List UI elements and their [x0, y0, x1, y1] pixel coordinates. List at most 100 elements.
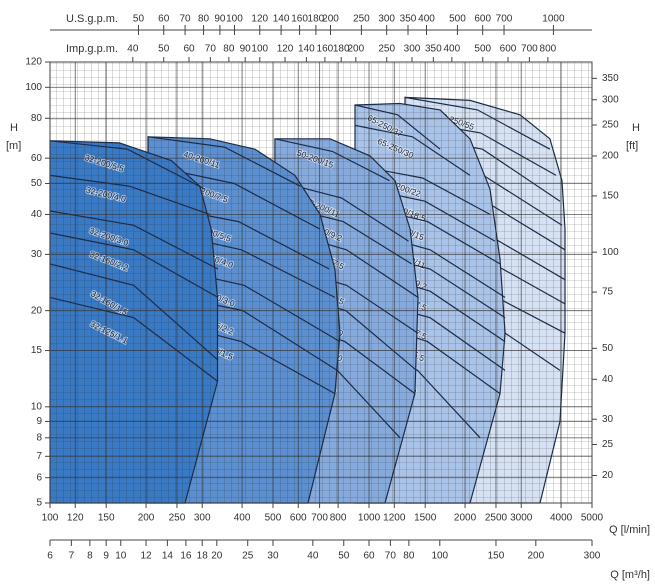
- x2-tick-label: 18: [197, 551, 209, 562]
- x2-tick-label: 12: [140, 551, 152, 562]
- x-tick-label: 4000: [550, 513, 573, 524]
- y-tick-label: 6: [36, 472, 42, 483]
- y2-tick-label: 50: [602, 343, 614, 354]
- x3-tick-label: 200: [322, 14, 339, 25]
- x2-tick-label: 100: [431, 551, 448, 562]
- x2-tick-label: 14: [162, 551, 174, 562]
- x3-tick-label: 180: [308, 14, 325, 25]
- y2-tick-label: 75: [602, 287, 614, 298]
- y2-unit: [ft]: [626, 140, 638, 152]
- y2-tick-label: 150: [602, 191, 619, 202]
- y-tick-label: 7: [36, 451, 42, 462]
- y-tick-label: 9: [36, 416, 42, 427]
- x3-tick-label: 400: [418, 14, 435, 25]
- x2-tick-label: 20: [211, 551, 223, 562]
- y-tick-label: 100: [25, 82, 42, 93]
- x-tick-label: 1200: [383, 513, 406, 524]
- x4-tick-label: 180: [333, 44, 350, 55]
- x3-tick-label: 70: [180, 14, 192, 25]
- y2-tick-label: 200: [602, 151, 619, 162]
- x-tick-label: 250: [169, 513, 186, 524]
- y-tick-label: 50: [31, 178, 43, 189]
- x3-tick-label: 50: [133, 14, 145, 25]
- x2-tick-label: 9: [103, 551, 109, 562]
- x2-tick-label: 80: [403, 551, 415, 562]
- x-tick-label: 150: [98, 513, 115, 524]
- x4-tick-label: 160: [317, 44, 334, 55]
- x2-tick-label: 300: [584, 551, 601, 562]
- x2-tick-label: 150: [488, 551, 505, 562]
- x2-tick-label: 60: [363, 551, 375, 562]
- y-unit: [m]: [6, 140, 21, 152]
- x-tick-label: 100: [42, 513, 59, 524]
- x4-tick-label: 250: [378, 44, 395, 55]
- x-tick-label: 120: [67, 513, 84, 524]
- x2-tick-label: 6: [47, 551, 53, 562]
- y-tick-label: 8: [36, 432, 42, 443]
- x-tick-label: 1000: [358, 513, 381, 524]
- plot-frame: [49, 61, 593, 504]
- x3-tick-label: 120: [251, 14, 268, 25]
- x4-tick-label: 500: [474, 44, 491, 55]
- x3-tick-label: 600: [474, 14, 491, 25]
- y-tick-label: 5: [36, 498, 42, 509]
- y-tick-label: 30: [31, 249, 43, 260]
- y-tick-label: 15: [31, 345, 43, 356]
- x2-tick-label: 16: [180, 551, 192, 562]
- y-tick-label: 60: [31, 153, 43, 164]
- x3-tick-label: 60: [158, 14, 170, 25]
- x-tick-label: 400: [234, 513, 251, 524]
- imp-gpm-label: Imp.g.p.m.: [66, 43, 118, 55]
- x-tick-label: 2500: [485, 513, 508, 524]
- x-tick-label: 3000: [510, 513, 533, 524]
- x-tick-label: 500: [265, 513, 282, 524]
- x2-tick-label: 8: [87, 551, 93, 562]
- x3-tick-label: 500: [449, 14, 466, 25]
- x-tick-label: 600: [290, 513, 307, 524]
- x3-tick-label: 350: [400, 14, 417, 25]
- axes: [49, 29, 593, 541]
- x4-tick-label: 90: [240, 44, 252, 55]
- x2-tick-label: 7: [69, 551, 75, 562]
- x-tick-label: 300: [194, 513, 211, 524]
- y-tick-label: 80: [31, 113, 43, 124]
- x-tick-label: 5000: [581, 513, 604, 524]
- x-tick-label: 200: [138, 513, 155, 524]
- y2-tick-label: 350: [602, 73, 619, 84]
- x4-tick-label: 300: [404, 44, 421, 55]
- x3-tick-label: 250: [353, 14, 370, 25]
- x2-tick-label: 25: [242, 551, 254, 562]
- x2-tick-label: 50: [338, 551, 350, 562]
- x3-tick-label: 160: [291, 14, 308, 25]
- x2-tick-label: 200: [527, 551, 544, 562]
- x2-tick-label: 70: [385, 551, 397, 562]
- x4-tick-label: 40: [127, 44, 139, 55]
- x4-tick-label: 400: [444, 44, 461, 55]
- x4-tick-label: 700: [521, 44, 538, 55]
- x4-tick-label: 60: [183, 44, 195, 55]
- x4-tick-label: 140: [298, 44, 315, 55]
- x-tick-label: 700: [311, 513, 328, 524]
- grid: [49, 61, 593, 504]
- x3-tick-label: 90: [214, 14, 226, 25]
- y2-tick-label: 300: [602, 94, 619, 105]
- x2-tick-label: 40: [307, 551, 319, 562]
- x3-tick-label: 300: [378, 14, 395, 25]
- x3-tick-label: 80: [198, 14, 210, 25]
- x-label: Q [l/min]: [609, 524, 650, 536]
- x4-tick-label: 50: [158, 44, 170, 55]
- x3-tick-label: 100: [226, 14, 243, 25]
- y-tick-label: 120: [25, 57, 42, 68]
- x3-tick-label: 1000: [542, 14, 565, 25]
- x4-tick-label: 600: [500, 44, 517, 55]
- y-tick-label: 10: [31, 401, 43, 412]
- y2-tick-label: 100: [602, 247, 619, 258]
- x4-tick-label: 350: [425, 44, 442, 55]
- x-tick-label: 800: [330, 513, 347, 524]
- x2-label: Q [m³/h]: [610, 569, 650, 581]
- x4-tick-label: 70: [205, 44, 217, 55]
- y-label: H: [10, 122, 18, 134]
- x-tick-label: 2000: [454, 513, 477, 524]
